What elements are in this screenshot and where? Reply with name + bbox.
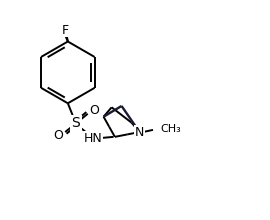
Text: HN: HN bbox=[84, 132, 103, 145]
Text: S: S bbox=[72, 116, 80, 130]
Text: O: O bbox=[53, 129, 63, 142]
Text: CH₃: CH₃ bbox=[160, 124, 181, 134]
Text: F: F bbox=[62, 24, 69, 37]
Text: O: O bbox=[89, 103, 99, 117]
Text: N: N bbox=[135, 126, 144, 139]
